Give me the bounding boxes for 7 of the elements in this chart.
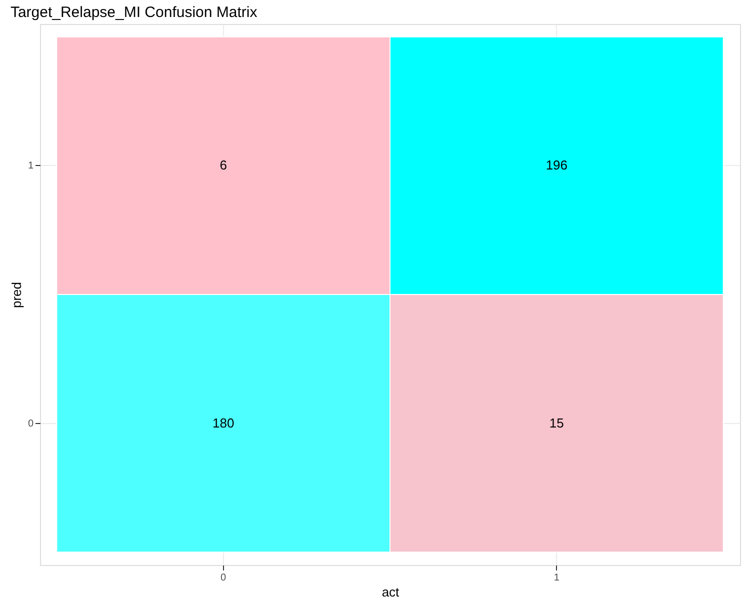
chart-title: Target_Relapse_MI Confusion Matrix (10, 4, 258, 21)
data-label: 196 (546, 158, 568, 173)
data-label: 180 (212, 415, 234, 430)
data-label: 6 (220, 158, 227, 173)
x-axis-title: act (382, 584, 400, 600)
y-axis-title: pred (8, 282, 24, 308)
data-label: 15 (549, 415, 564, 430)
